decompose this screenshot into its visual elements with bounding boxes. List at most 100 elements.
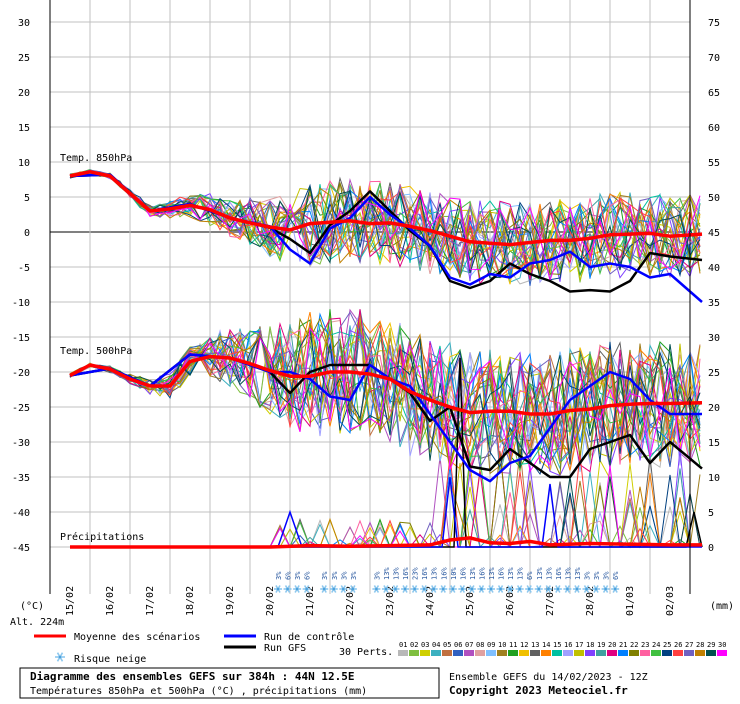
member-swatch xyxy=(585,650,595,656)
snow-risk-value: 16% xyxy=(421,567,429,580)
snowflake-icon xyxy=(410,585,419,593)
left-unit: (°C) xyxy=(20,601,44,612)
snow-risk-value: 3% xyxy=(331,571,339,580)
member-swatch xyxy=(442,650,452,656)
snowflake-icon xyxy=(572,585,581,593)
left-tick-label: 25 xyxy=(18,53,30,64)
right-tick-label: 60 xyxy=(708,123,720,134)
snowflake-icon xyxy=(544,585,553,593)
snowflake-icon xyxy=(553,585,562,593)
snow-risk-value: 3% xyxy=(584,571,592,580)
member-swatch xyxy=(486,650,496,656)
member-number: 09 xyxy=(487,641,495,649)
mean-t850-line xyxy=(69,170,703,247)
member-number: 11 xyxy=(509,641,517,649)
right-tick-label: 20 xyxy=(708,403,720,414)
snow-risk-value: 16% xyxy=(555,567,563,580)
left-tick-label: -15 xyxy=(12,333,30,344)
right-unit: (mm) xyxy=(710,601,734,612)
snow-risk-value: 3% xyxy=(321,571,329,580)
snowflake-icon xyxy=(515,585,524,593)
member-swatch xyxy=(552,650,562,656)
snow-risk-value: 23% xyxy=(412,567,420,580)
member-number: 22 xyxy=(630,641,638,649)
legend-snow-label: Risque neige xyxy=(74,654,146,665)
snowflake-icon xyxy=(381,585,390,593)
altitude-label: Alt. 224m xyxy=(10,617,64,628)
snow-risk-value: 13% xyxy=(507,567,515,580)
member-swatch xyxy=(431,650,441,656)
snow-risk-value: 13% xyxy=(517,567,525,580)
left-tick-label: 10 xyxy=(18,158,30,169)
snowflake-icon xyxy=(401,585,410,593)
date-tick-label: 22/02 xyxy=(345,586,356,616)
member-number: 14 xyxy=(542,641,550,649)
date-tick-label: 19/02 xyxy=(225,586,236,616)
snowflake-icon xyxy=(391,585,400,593)
snowflake-icon xyxy=(563,585,572,593)
snowflake-icon xyxy=(420,585,429,593)
legend: Moyenne des scénarios Run de contrôle Ru… xyxy=(34,631,727,665)
snowflake-icon xyxy=(458,585,467,593)
date-tick-label: 21/02 xyxy=(305,586,316,616)
member-swatch xyxy=(563,650,573,656)
snow-risk-value: 3% xyxy=(603,571,611,580)
snow-risk-value: 6% xyxy=(526,571,534,580)
member-number: 03 xyxy=(421,641,429,649)
snow-risk-value: 13% xyxy=(545,567,553,580)
snow-risk-value: 3% xyxy=(593,571,601,580)
snow-risk-value: 16% xyxy=(459,567,467,580)
snowflake-icon xyxy=(448,585,457,593)
member-swatch xyxy=(453,650,463,656)
left-tick-label: -20 xyxy=(12,368,30,379)
date-tick-label: 24/02 xyxy=(425,586,436,616)
right-tick-label: 75 xyxy=(708,18,720,29)
legend-perts-label: 30 Perts. xyxy=(339,647,393,658)
member-swatch xyxy=(398,650,408,656)
date-tick-label: 26/02 xyxy=(505,586,516,616)
right-tick-label: 45 xyxy=(708,228,720,239)
right-tick-label: 65 xyxy=(708,88,720,99)
member-number: 21 xyxy=(619,641,627,649)
precip-panel-label: Précipitations xyxy=(60,531,144,543)
member-swatch xyxy=(684,650,694,656)
member-swatches: 01 02 03 04 05 06 07 08 09 10 11 12 13 14 15 16 17 18 19 20… xyxy=(398,641,727,656)
right-tick-label: 30 xyxy=(708,333,720,344)
snowflake-icon xyxy=(487,585,495,593)
control-precip-line xyxy=(70,476,702,548)
left-tick-label: -10 xyxy=(12,298,30,309)
mean-t500-line xyxy=(69,354,703,416)
member-number: 01 xyxy=(399,641,407,649)
snow-risk-value: 16% xyxy=(498,567,506,580)
snow-risk-value: 6% xyxy=(612,571,620,580)
footer-copyright: Copyright 2023 Meteociel.fr xyxy=(449,684,628,697)
snow-risk-value: 13% xyxy=(536,567,544,580)
right-tick-label: 50 xyxy=(708,193,720,204)
snowflake-icon xyxy=(506,585,515,593)
member-swatch xyxy=(530,650,540,656)
member-number: 25 xyxy=(663,641,671,649)
t850-panel-label: Temp. 850hPa xyxy=(60,153,132,164)
left-tick-label: -35 xyxy=(12,473,30,484)
member-number: 12 xyxy=(520,641,528,649)
member-28-t500 xyxy=(69,322,701,455)
left-tick-label: -25 xyxy=(12,403,30,414)
member-swatch xyxy=(662,650,672,656)
snow-risk-value: 3% xyxy=(275,571,283,580)
snow-risk-value: 6% xyxy=(304,571,312,580)
member-swatch xyxy=(475,650,485,656)
snow-risk-value: 13% xyxy=(469,567,477,580)
axes: 302520151050-5-10-15-20-25-30-35-40-4575… xyxy=(12,0,720,616)
snowflake-icon xyxy=(283,585,292,593)
member-swatch xyxy=(640,650,650,656)
date-tick-label: 02/03 xyxy=(665,586,676,616)
snowflake-icon xyxy=(534,585,543,593)
member-swatch xyxy=(706,650,716,656)
member-swatch xyxy=(497,650,507,656)
date-tick-label: 28/02 xyxy=(585,586,596,616)
legend-control-label: Run de contrôle xyxy=(264,631,354,643)
member-swatch xyxy=(464,650,474,656)
footer-ensemble: Ensemble GEFS du 14/02/2023 - 12Z xyxy=(449,672,648,683)
snow-risk-value: 16% xyxy=(402,567,410,580)
left-tick-label: -40 xyxy=(12,508,30,519)
